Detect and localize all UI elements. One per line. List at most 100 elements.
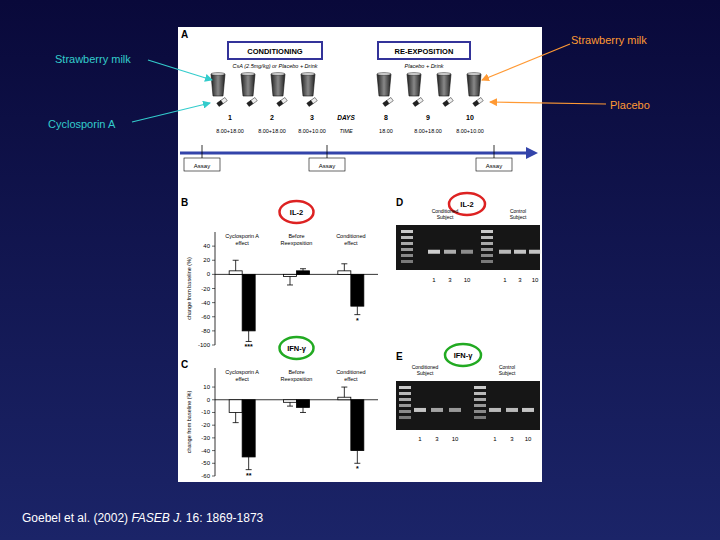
label-line: Before bbox=[288, 233, 304, 239]
time-label: 8.00+18.00 bbox=[258, 128, 286, 134]
label-line: Subject bbox=[437, 214, 454, 220]
assay-label: Assay bbox=[486, 163, 502, 169]
days-label: DAYS bbox=[337, 114, 355, 121]
bar bbox=[351, 274, 364, 306]
error-cap bbox=[354, 463, 360, 464]
y-axis bbox=[215, 368, 216, 476]
timeline-arrowhead bbox=[526, 147, 538, 159]
y-tick bbox=[212, 260, 215, 261]
ladder-band bbox=[481, 236, 493, 239]
bar bbox=[229, 271, 242, 275]
title-ring bbox=[280, 201, 314, 223]
gel-panel: DIL-2ConditionedSubject1310ControlSubjec… bbox=[396, 193, 541, 283]
pill-half bbox=[221, 97, 227, 103]
assay-box bbox=[476, 158, 512, 171]
pill-half bbox=[447, 97, 453, 103]
citation-authors: Goebel et al. (2002) bbox=[22, 511, 131, 525]
gel-band bbox=[499, 250, 511, 254]
bar bbox=[242, 274, 255, 331]
y-tick-label: -20 bbox=[201, 286, 210, 292]
y-tick-label: -80 bbox=[201, 328, 210, 334]
pill-icon bbox=[443, 97, 453, 106]
time-label: 8.00+10.00 bbox=[298, 128, 326, 134]
error-cap bbox=[287, 284, 293, 285]
error-cap bbox=[246, 341, 252, 342]
callout-label: Strawberry milk bbox=[571, 34, 647, 46]
gel-band bbox=[529, 250, 541, 254]
bar bbox=[284, 400, 297, 403]
y-tick-label: -40 bbox=[201, 300, 210, 306]
panel-letter: B bbox=[181, 197, 188, 208]
bar-chart: BIL-2change from baseline (%)-100-80-60-… bbox=[181, 197, 378, 350]
label-line: Conditioned bbox=[336, 233, 365, 239]
label-line: Before bbox=[288, 369, 304, 375]
error-stem bbox=[357, 306, 358, 314]
label-line: Reexposition bbox=[281, 376, 313, 382]
category-label: BeforeReexposition bbox=[281, 369, 313, 382]
gel-band bbox=[522, 408, 534, 412]
cup-rim bbox=[377, 73, 391, 76]
cup-icon bbox=[437, 74, 451, 96]
plot-marks bbox=[229, 260, 364, 341]
gel-group-label: ControlSubject bbox=[499, 364, 516, 376]
error-bar bbox=[246, 331, 252, 342]
ladder-band bbox=[401, 248, 413, 251]
error-bar bbox=[233, 412, 239, 422]
category-label: Cyclosporin Aeffect bbox=[225, 369, 259, 382]
error-stem bbox=[357, 451, 358, 464]
panel-a: ACONDITIONINGCsA (2.5mg/kg) or Placebo +… bbox=[180, 29, 538, 171]
significance-mark: ** bbox=[246, 472, 252, 479]
error-cap bbox=[233, 422, 239, 423]
y-tick bbox=[212, 476, 215, 477]
error-bar bbox=[287, 402, 293, 406]
panel-letter: D bbox=[396, 197, 403, 208]
background bbox=[0, 0, 720, 540]
assay-box bbox=[184, 158, 220, 171]
panel-letter: E bbox=[396, 351, 403, 362]
y-tick bbox=[212, 288, 215, 289]
error-stem bbox=[235, 260, 236, 271]
ladder-band bbox=[474, 398, 486, 401]
citation-ref: 16: 1869-1873 bbox=[183, 511, 264, 525]
cup-icon bbox=[241, 74, 255, 96]
error-cap bbox=[300, 412, 306, 413]
y-tick bbox=[212, 345, 215, 346]
assay-label: Assay bbox=[319, 163, 335, 169]
category-label: Conditionedeffect bbox=[336, 233, 365, 246]
pill-icon bbox=[307, 97, 317, 106]
error-cap bbox=[341, 263, 347, 264]
gel-band bbox=[461, 250, 473, 254]
cup-rim bbox=[407, 73, 421, 76]
gel-band bbox=[414, 408, 426, 412]
day-number: 8 bbox=[384, 114, 388, 121]
error-cap bbox=[300, 268, 306, 269]
label-line: Conditioned bbox=[336, 369, 365, 375]
y-tick bbox=[212, 316, 215, 317]
day-number: 9 bbox=[426, 114, 430, 121]
y-tick bbox=[212, 463, 215, 464]
callout-label: Placebo bbox=[610, 99, 650, 111]
pill-icon bbox=[413, 97, 423, 106]
ladder-band bbox=[481, 248, 493, 251]
assay-tick bbox=[327, 145, 328, 158]
y-tick bbox=[212, 246, 215, 247]
error-stem bbox=[235, 412, 236, 422]
lane-label: 1 bbox=[432, 277, 436, 283]
error-stem bbox=[344, 387, 345, 397]
y-tick bbox=[212, 387, 215, 388]
error-bar bbox=[300, 407, 306, 412]
phase-title: CONDITIONING bbox=[247, 47, 303, 56]
y-tick-label: 20 bbox=[203, 257, 210, 263]
y-axis-label: change from baseline (%) bbox=[186, 257, 192, 320]
y-tick bbox=[212, 425, 215, 426]
cup-rim bbox=[211, 73, 225, 76]
pill-half bbox=[311, 97, 317, 103]
pill-icon bbox=[383, 97, 393, 106]
y-tick bbox=[212, 302, 215, 303]
assay-tick bbox=[202, 145, 203, 158]
error-bar bbox=[300, 269, 306, 271]
lane-label: 3 bbox=[435, 436, 439, 442]
y-axis-label: change from baseline (%) bbox=[186, 390, 192, 453]
error-stem bbox=[248, 331, 249, 342]
y-tick-label: -100 bbox=[198, 342, 211, 348]
